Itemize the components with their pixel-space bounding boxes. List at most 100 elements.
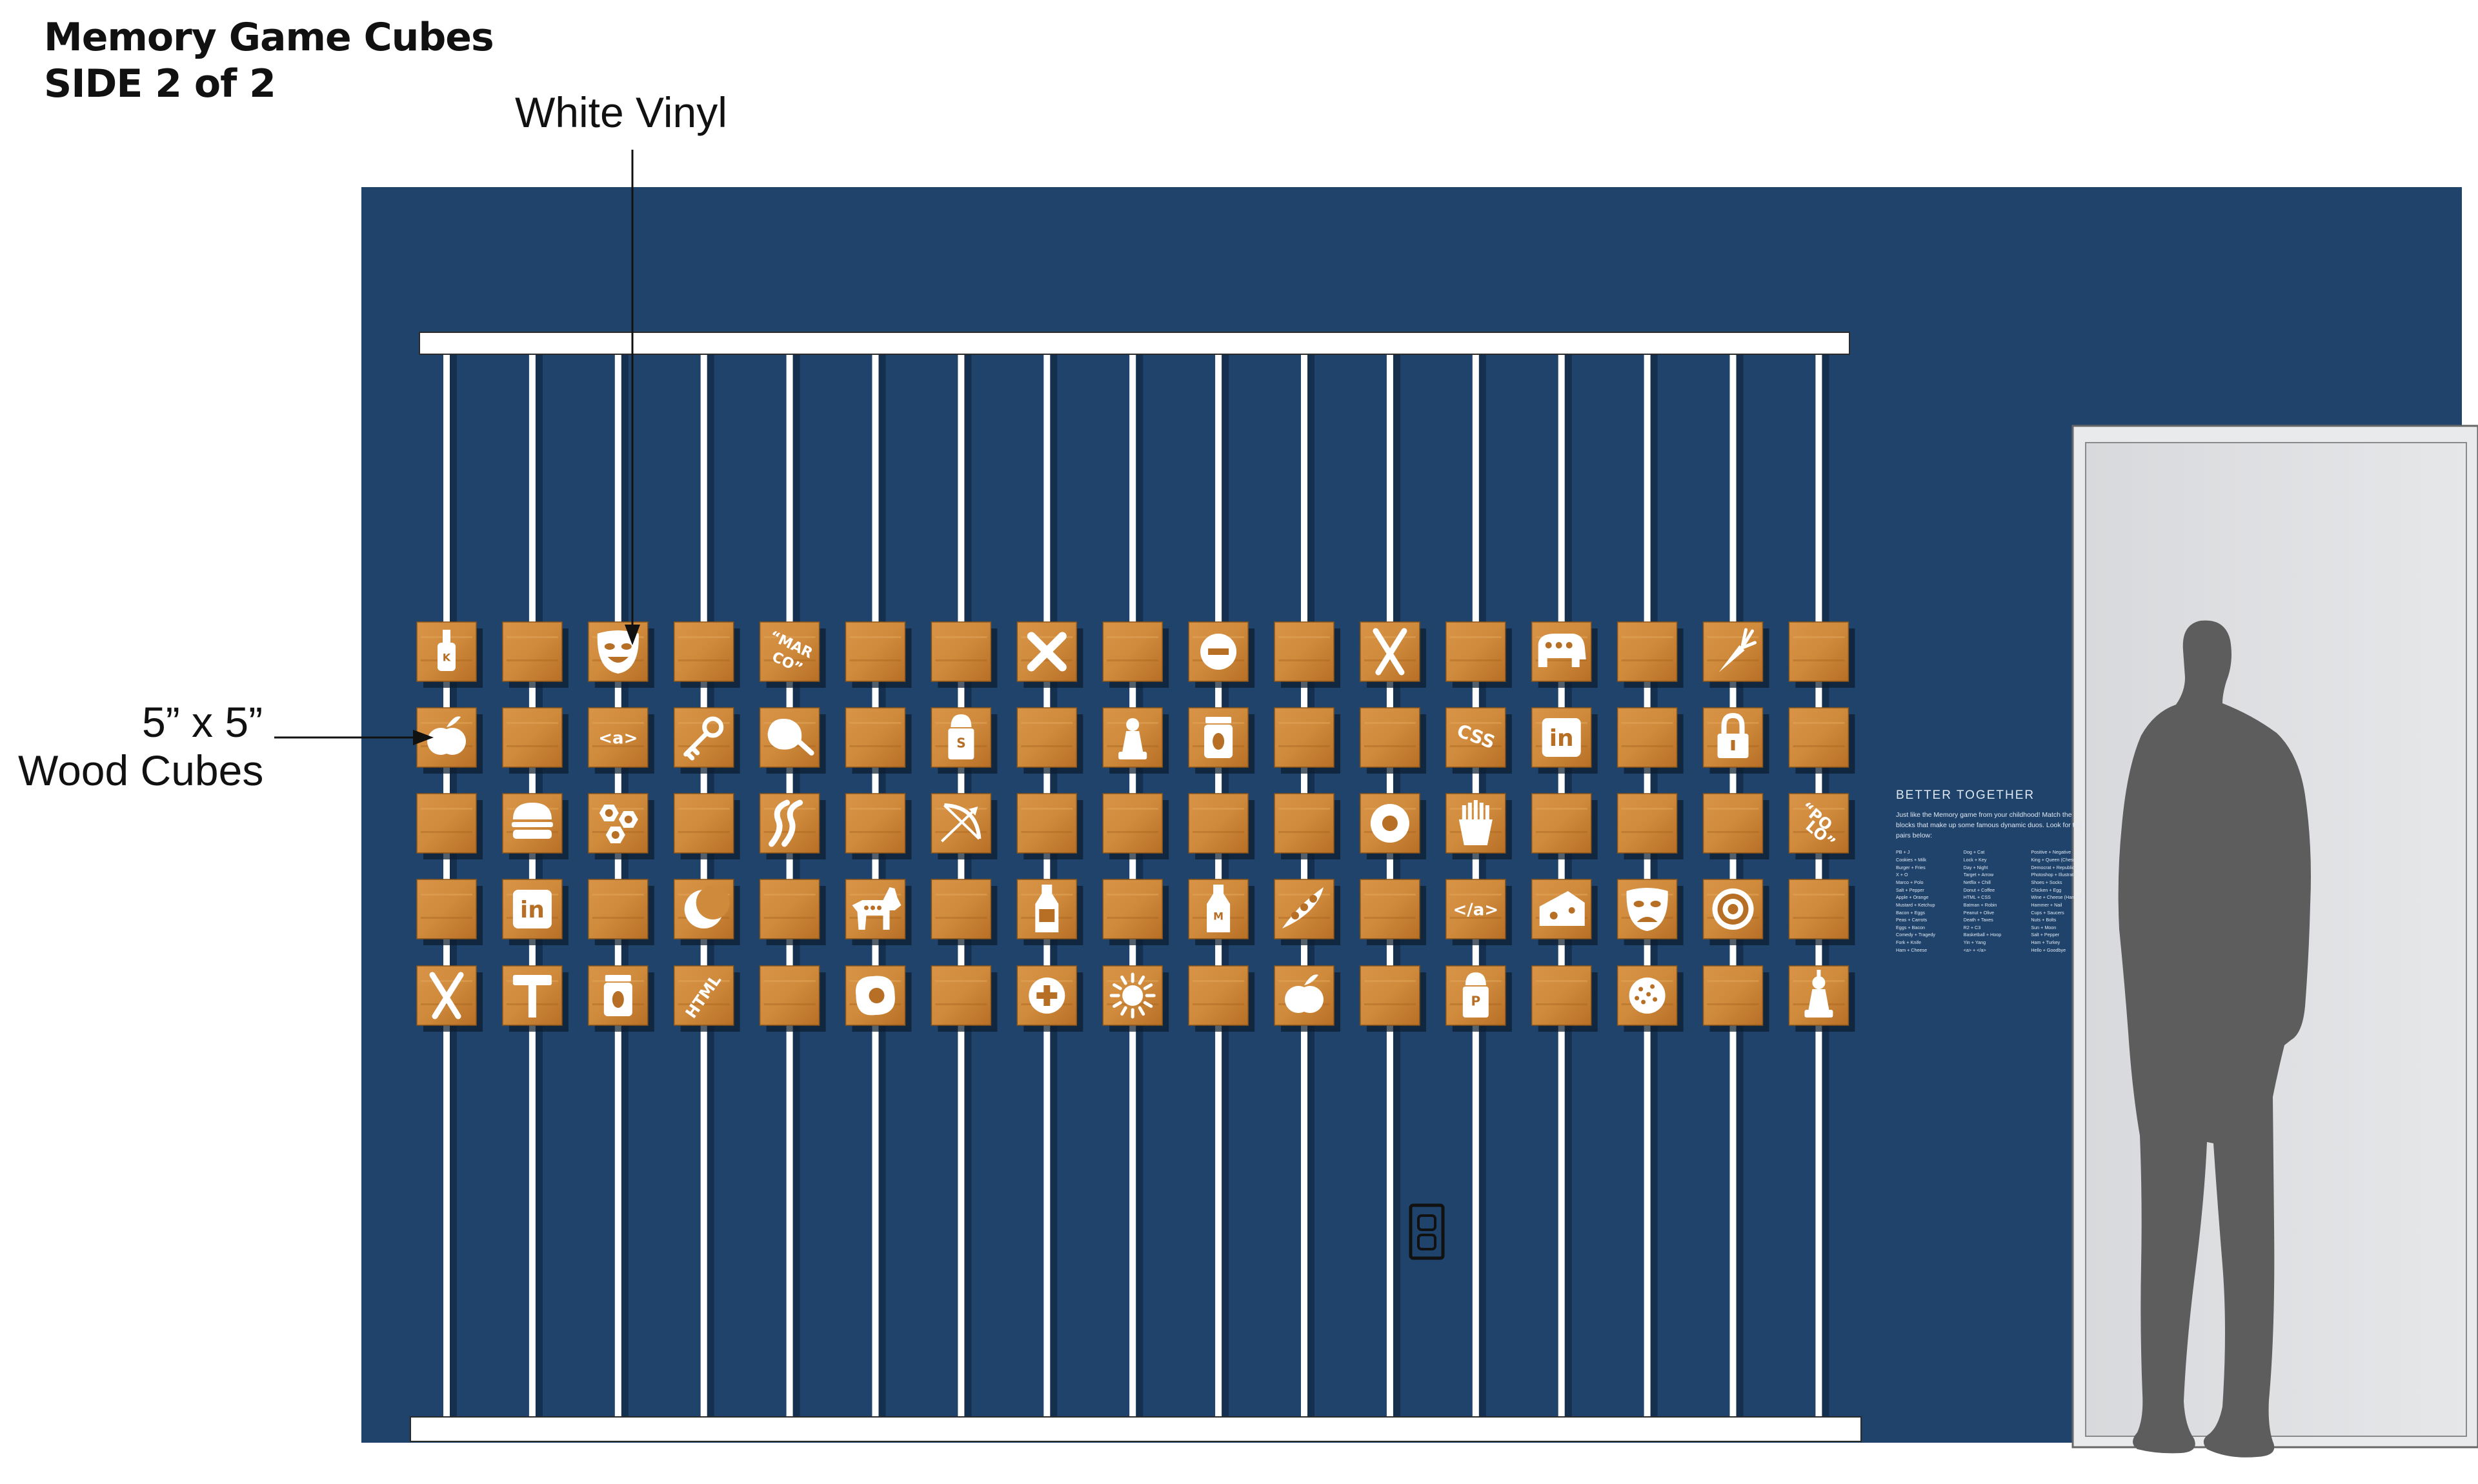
wood-cube (1617, 793, 1684, 859)
bottle-body (1207, 894, 1231, 932)
wood-grain (849, 636, 902, 638)
hammer-head (512, 975, 552, 985)
wood-grain (1107, 917, 1159, 919)
nuts-bolts-icon (599, 805, 638, 843)
wood-grain (421, 722, 472, 724)
apple-leaf (447, 716, 461, 727)
wood-grain (1621, 659, 1673, 661)
drawing-title: Memory Game Cubes (44, 15, 494, 60)
salt-shaker-icon: S (948, 714, 974, 759)
wood-grain (421, 980, 472, 982)
pair-item: Target + Arrow (1963, 872, 1994, 878)
cookie-chip (1653, 997, 1658, 1002)
wood-cube (588, 879, 654, 945)
bow-string-arrow (941, 804, 980, 843)
cube-face (845, 793, 906, 854)
cube-face (673, 965, 734, 1026)
pair-item: Fork + Knife (1896, 939, 1921, 946)
wood-grain (935, 659, 987, 661)
ham-body (767, 718, 802, 750)
pair-item: Salt + Pepper (2031, 932, 2060, 938)
cube-face (931, 621, 992, 682)
wood-cube (931, 965, 998, 1032)
key-bow (702, 716, 724, 738)
wood-grain (763, 894, 816, 896)
ham-bone (796, 739, 814, 756)
linkedin-icon: in (512, 890, 552, 928)
cube-face (502, 707, 563, 768)
cube-face (1102, 793, 1163, 854)
wood-grain (1107, 831, 1159, 833)
wood-cube (1702, 707, 1769, 774)
wood-cube (416, 965, 483, 1032)
carrot-icon (1718, 628, 1757, 672)
wood-cube (1702, 965, 1769, 1032)
wood-grain (1278, 917, 1330, 919)
wood-grain (935, 1003, 987, 1005)
cube-face (1446, 707, 1506, 768)
wood-grain (1364, 722, 1416, 724)
wood-cube (1446, 793, 1512, 859)
wood-grain (421, 808, 472, 810)
hex-nut-hole (624, 816, 632, 823)
wood-grain (678, 831, 730, 833)
wood-cube (416, 879, 483, 945)
jar-lid (605, 975, 631, 981)
bow-arrow-icon (941, 803, 982, 843)
wood-cube (759, 879, 826, 945)
moon-icon (684, 886, 730, 928)
key-shaft (683, 731, 709, 761)
wood-cube (673, 879, 740, 945)
wood-cube (1788, 707, 1855, 774)
wood-grain (1793, 917, 1845, 919)
wood-grain (1793, 659, 1845, 661)
jar-label (612, 991, 624, 1008)
wood-grain (1278, 894, 1330, 896)
wood-grain (849, 745, 902, 747)
wood-grain (1364, 745, 1416, 747)
pair-item: Cups + Saucers (2031, 909, 2064, 916)
wood-grain (1364, 980, 1416, 982)
wood-cube (1274, 879, 1340, 945)
wood-grain (506, 745, 558, 747)
elephant-star (1566, 642, 1573, 648)
white-vinyl-callout: White Vinyl (515, 88, 727, 136)
wood-grain (592, 745, 644, 747)
cube-leader-arrowhead (413, 730, 434, 745)
wood-grain (678, 745, 730, 747)
cube-face (1788, 707, 1849, 768)
wood-grain (849, 894, 902, 896)
wood-grain (935, 636, 987, 638)
wood-cube-size-callout: 5” x 5” (142, 698, 263, 746)
cube-face (1702, 793, 1764, 854)
bottle-neck (443, 630, 450, 644)
wood-cube (931, 621, 998, 688)
wood-cube (1617, 621, 1684, 688)
cube-face (1617, 621, 1678, 682)
ketchup-bottle-icon: K (438, 630, 456, 671)
pair-item: Photoshop + Illustrator (2031, 872, 2078, 878)
wood-cube (416, 793, 483, 859)
apple-half (439, 728, 466, 755)
shaker-cap (1465, 972, 1486, 985)
pair-item: Chicken + Egg (2031, 887, 2062, 893)
sun-ray (1120, 975, 1127, 985)
pepper-shaker-icon: P (1462, 972, 1489, 1018)
wood-grain (1793, 808, 1845, 810)
milk-bottle-icon (1035, 885, 1059, 932)
cheese-hole (1549, 912, 1558, 919)
mask-eye (1650, 901, 1661, 907)
wood-grain (1449, 745, 1502, 747)
crossed-blades (1373, 628, 1407, 676)
mask-face (1626, 888, 1668, 931)
wood-grain (1793, 831, 1845, 833)
cube-face (1360, 879, 1420, 939)
outlet-socket-top (1417, 1214, 1436, 1231)
wood-cube (1617, 879, 1684, 945)
cube-face (588, 707, 649, 768)
wood-grain (935, 831, 987, 833)
closing-tag-text: </a> (1453, 901, 1498, 920)
wood-cube (588, 793, 654, 859)
wood-cube: </a> (1446, 879, 1512, 945)
wood-grain (1021, 831, 1073, 833)
